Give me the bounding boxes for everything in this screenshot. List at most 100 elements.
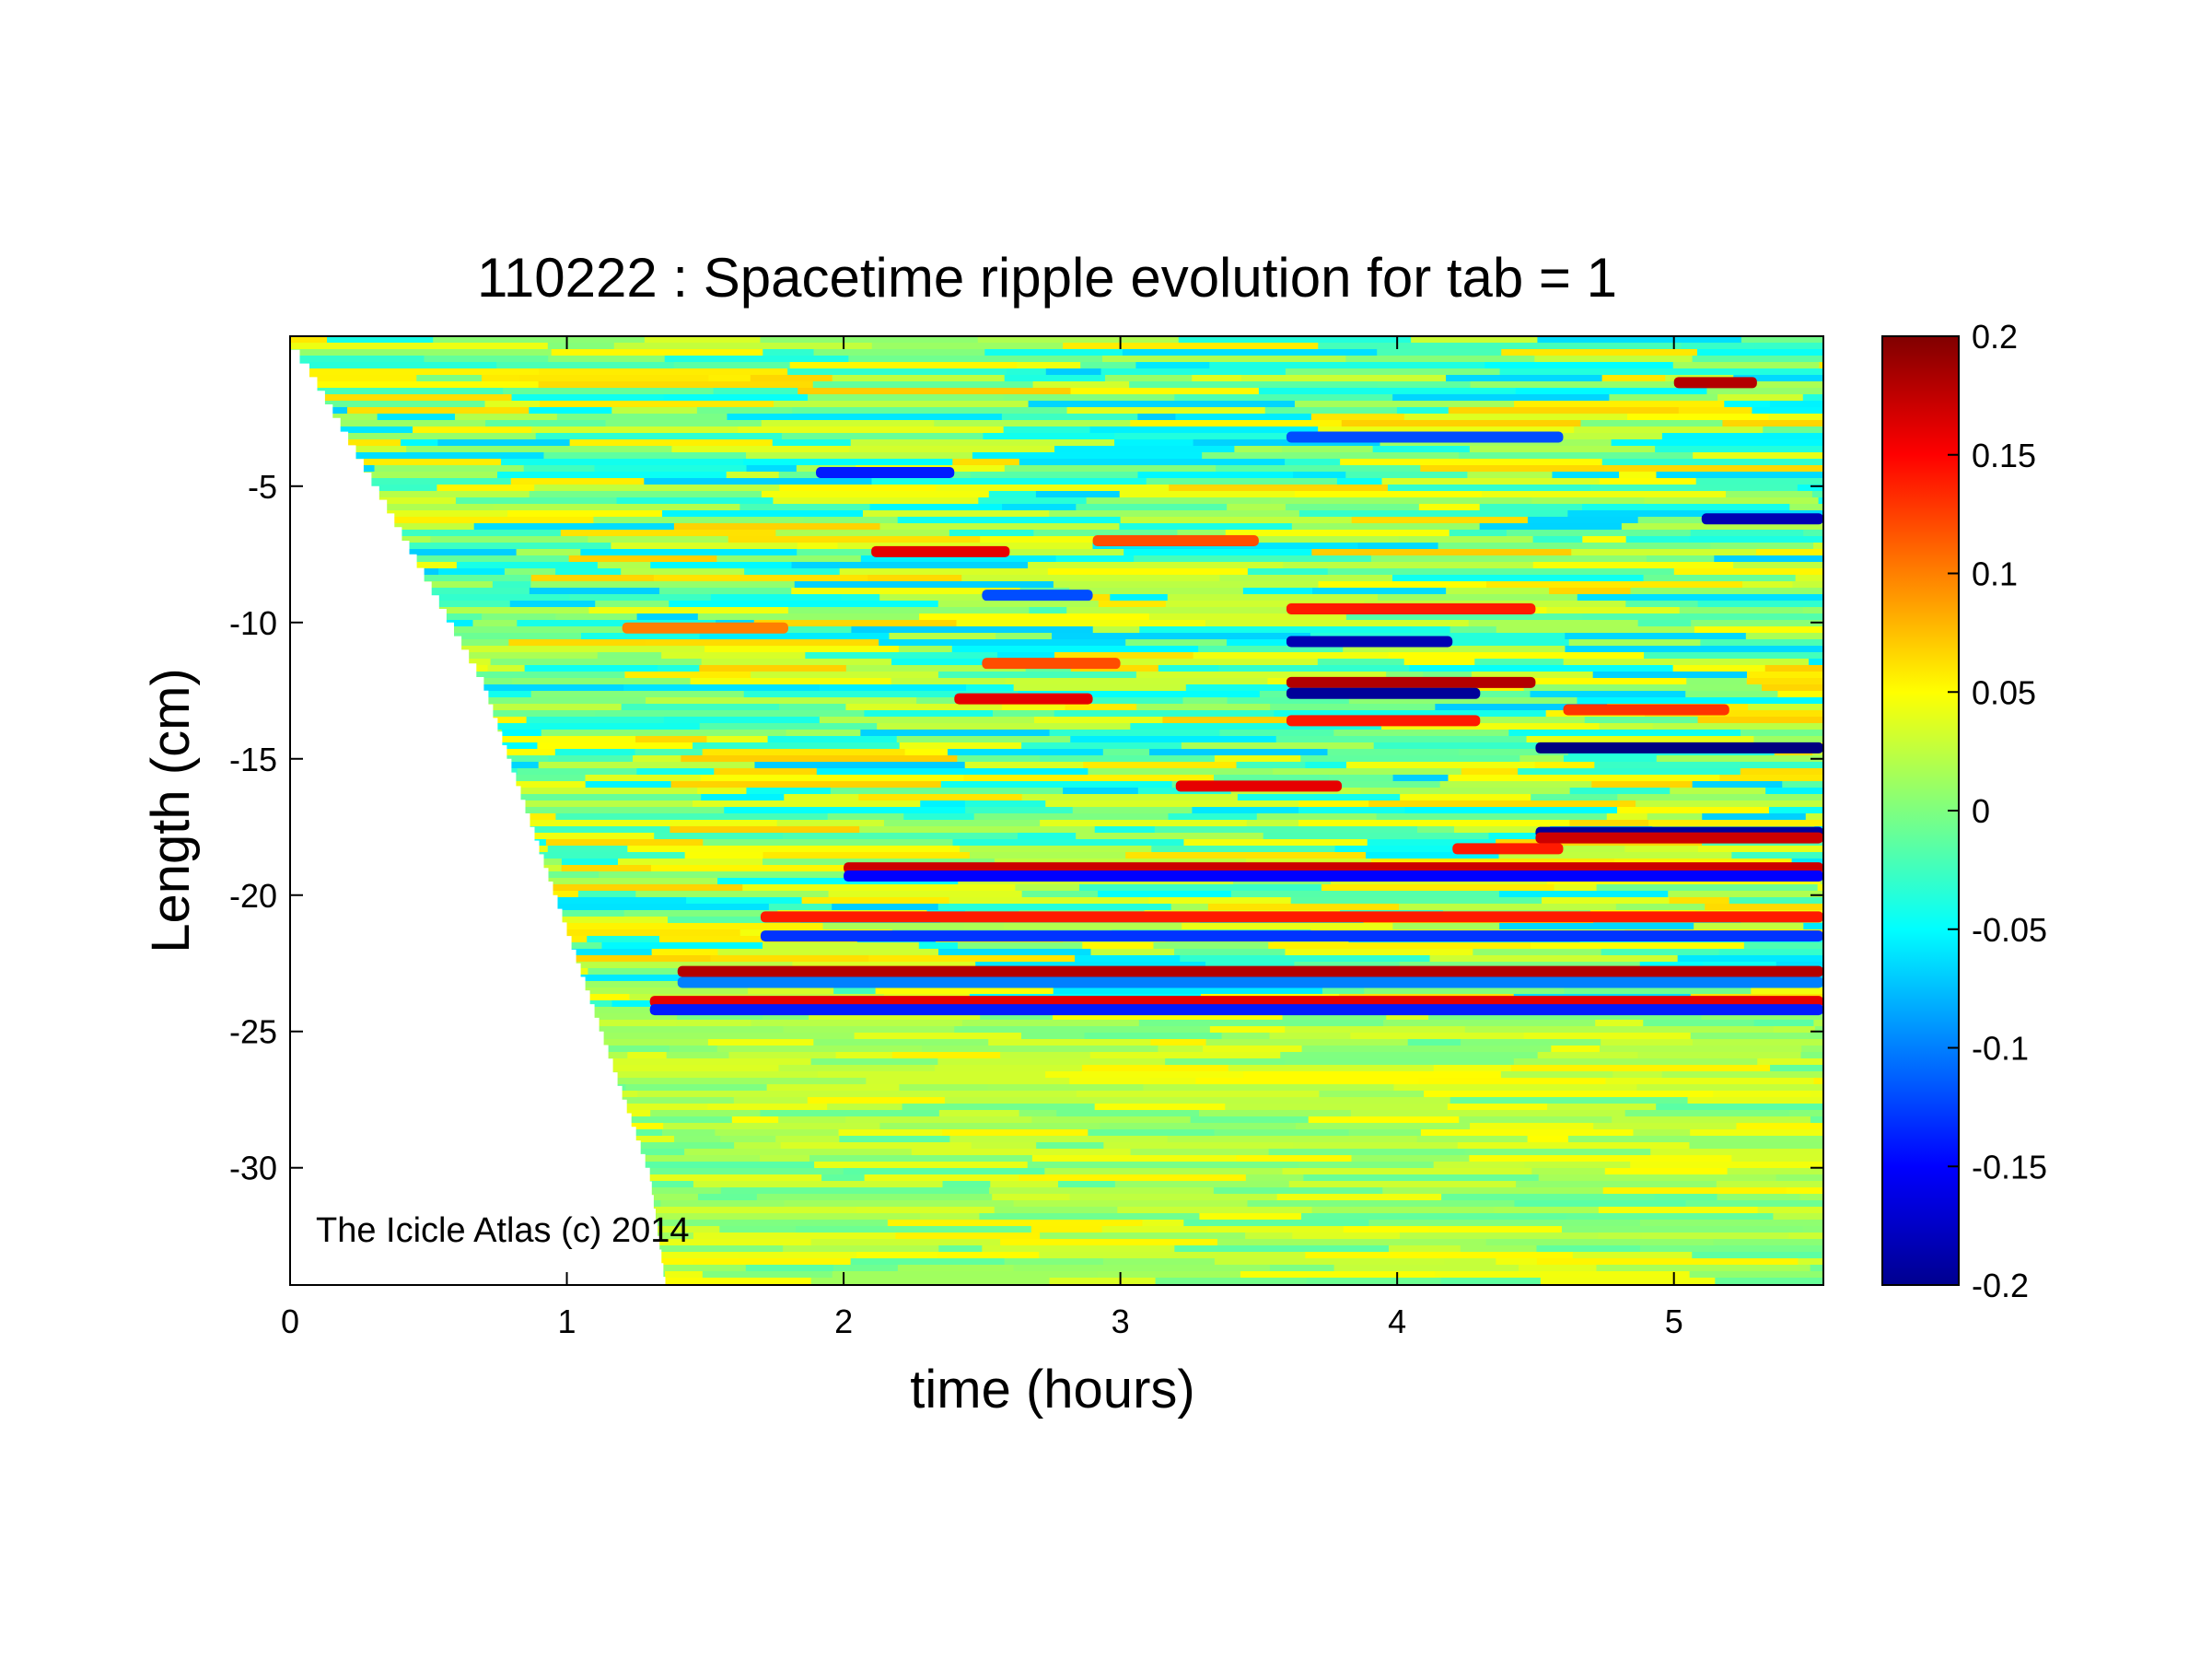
heatmap-cell <box>673 362 791 369</box>
heatmap-cell <box>599 871 859 879</box>
heatmap-cell <box>1114 439 1194 447</box>
heatmap-cell <box>760 336 979 344</box>
heatmap-cell <box>555 613 638 621</box>
y-tick-label: -15 <box>229 741 277 778</box>
heatmap-cell <box>561 865 652 872</box>
heatmap-cell <box>1733 375 1823 382</box>
heatmap-cell <box>564 975 704 982</box>
heatmap-cell <box>1283 562 1534 569</box>
heatmap-cell <box>1418 504 1481 511</box>
heatmap-cell <box>1626 414 1770 421</box>
heatmap-cell <box>1019 459 1286 466</box>
heatmap-cell <box>1652 723 1823 730</box>
heatmap-cell <box>533 884 744 892</box>
heatmap-cell <box>809 1013 982 1021</box>
heatmap-cell <box>1400 794 1532 801</box>
heatmap-cell <box>1049 730 1221 737</box>
colorbar-tick-label: 0.2 <box>1972 318 2018 356</box>
heatmap-cell <box>1049 1278 1157 1285</box>
heatmap-cell <box>1764 665 1823 672</box>
heatmap-cell <box>584 1033 856 1040</box>
heatmap-cell <box>1722 420 1823 427</box>
heatmap-cell <box>817 1071 1047 1079</box>
heatmap-cell <box>658 936 858 943</box>
ripple-band <box>954 693 1093 705</box>
heatmap-cell <box>347 407 530 415</box>
heatmap-cell <box>864 1174 1020 1182</box>
colorbar-gradient <box>1881 335 1960 1286</box>
heatmap-cell <box>1306 1278 1442 1285</box>
heatmap-cell <box>1312 588 1448 595</box>
heatmap-cell <box>623 684 821 692</box>
heatmap-cell <box>739 504 871 511</box>
x-axis-ticks: 0 1 2 3 4 5 <box>281 336 1683 1340</box>
heatmap-cell <box>1641 1233 1790 1240</box>
heatmap-cell <box>1439 781 1593 789</box>
ripple-band <box>1286 676 1536 688</box>
heatmap-cell <box>627 846 778 853</box>
heatmap-cell <box>1285 949 1474 956</box>
heatmap-cell <box>1499 368 1703 376</box>
heatmap-cell <box>290 375 418 382</box>
heatmap-cell <box>919 613 1150 621</box>
heatmap-cell <box>607 1278 812 1285</box>
heatmap-cell <box>990 1181 1059 1188</box>
watermark: The Icicle Atlas (c) 2014 <box>316 1211 690 1250</box>
heatmap-cell <box>483 704 623 711</box>
heatmap-cell <box>1013 684 1187 692</box>
heatmap-cell <box>490 659 703 666</box>
heatmap-cell <box>869 504 1004 511</box>
heatmap-cell <box>1276 1194 1443 1201</box>
heatmap-cell <box>783 1026 956 1034</box>
heatmap-cell <box>720 1187 991 1195</box>
heatmap-cell <box>856 1091 1077 1098</box>
heatmap-cell <box>1063 343 1320 350</box>
heatmap-cell <box>897 1265 1015 1272</box>
heatmap-cell <box>949 897 1150 905</box>
heatmap-cell <box>669 826 861 834</box>
heatmap-cell <box>1613 859 1793 866</box>
heatmap-cell <box>514 794 703 801</box>
heatmap-cell <box>1069 659 1319 666</box>
heatmap-cell <box>936 485 1170 492</box>
heatmap-cell <box>1045 368 1102 376</box>
heatmap-cell <box>1066 407 1266 415</box>
heatmap-cell <box>995 633 1054 640</box>
heatmap-cell <box>1691 620 1823 627</box>
growth-front-mask <box>290 336 666 1285</box>
heatmap-cell <box>1471 672 1594 679</box>
heatmap-cell <box>1668 891 1823 898</box>
heatmap-cell <box>290 349 553 356</box>
heatmap-cell <box>472 897 688 905</box>
heatmap-cell <box>896 736 1072 743</box>
heatmap-cell <box>1582 613 1823 621</box>
heatmap-cell <box>543 452 748 460</box>
heatmap-cell <box>662 1239 812 1246</box>
heatmap-cell <box>1193 652 1390 660</box>
heatmap-cell <box>1086 497 1272 505</box>
heatmap-cell <box>1001 414 1139 421</box>
heatmap-cell <box>515 852 686 859</box>
heatmap-cell <box>796 1226 1032 1233</box>
heatmap-cell <box>1319 1091 1426 1098</box>
heatmap-cell <box>1207 904 1400 911</box>
heatmap-cell <box>1146 478 1338 485</box>
heatmap-cell <box>1089 1052 1282 1059</box>
heatmap-cell <box>585 775 702 782</box>
heatmap-cell <box>1345 613 1584 621</box>
heatmap-cell <box>1000 1239 1219 1246</box>
heatmap-cell <box>1274 710 1547 718</box>
heatmap-cell <box>733 1097 809 1104</box>
heatmap-cell <box>1531 1168 1606 1175</box>
heatmap-cell <box>911 1149 1132 1156</box>
x-tick-label: 5 <box>1665 1303 1683 1340</box>
heatmap-cell <box>670 781 942 789</box>
heatmap-cell <box>1381 723 1601 730</box>
heatmap-cell <box>1098 891 1232 898</box>
heatmap-cell <box>1040 755 1216 763</box>
heatmap-cell <box>1388 652 1646 660</box>
heatmap-cell <box>1123 549 1313 556</box>
heatmap-cell <box>1392 775 1449 782</box>
heatmap-cell <box>1117 1207 1313 1214</box>
heatmap-cell <box>751 1020 963 1027</box>
